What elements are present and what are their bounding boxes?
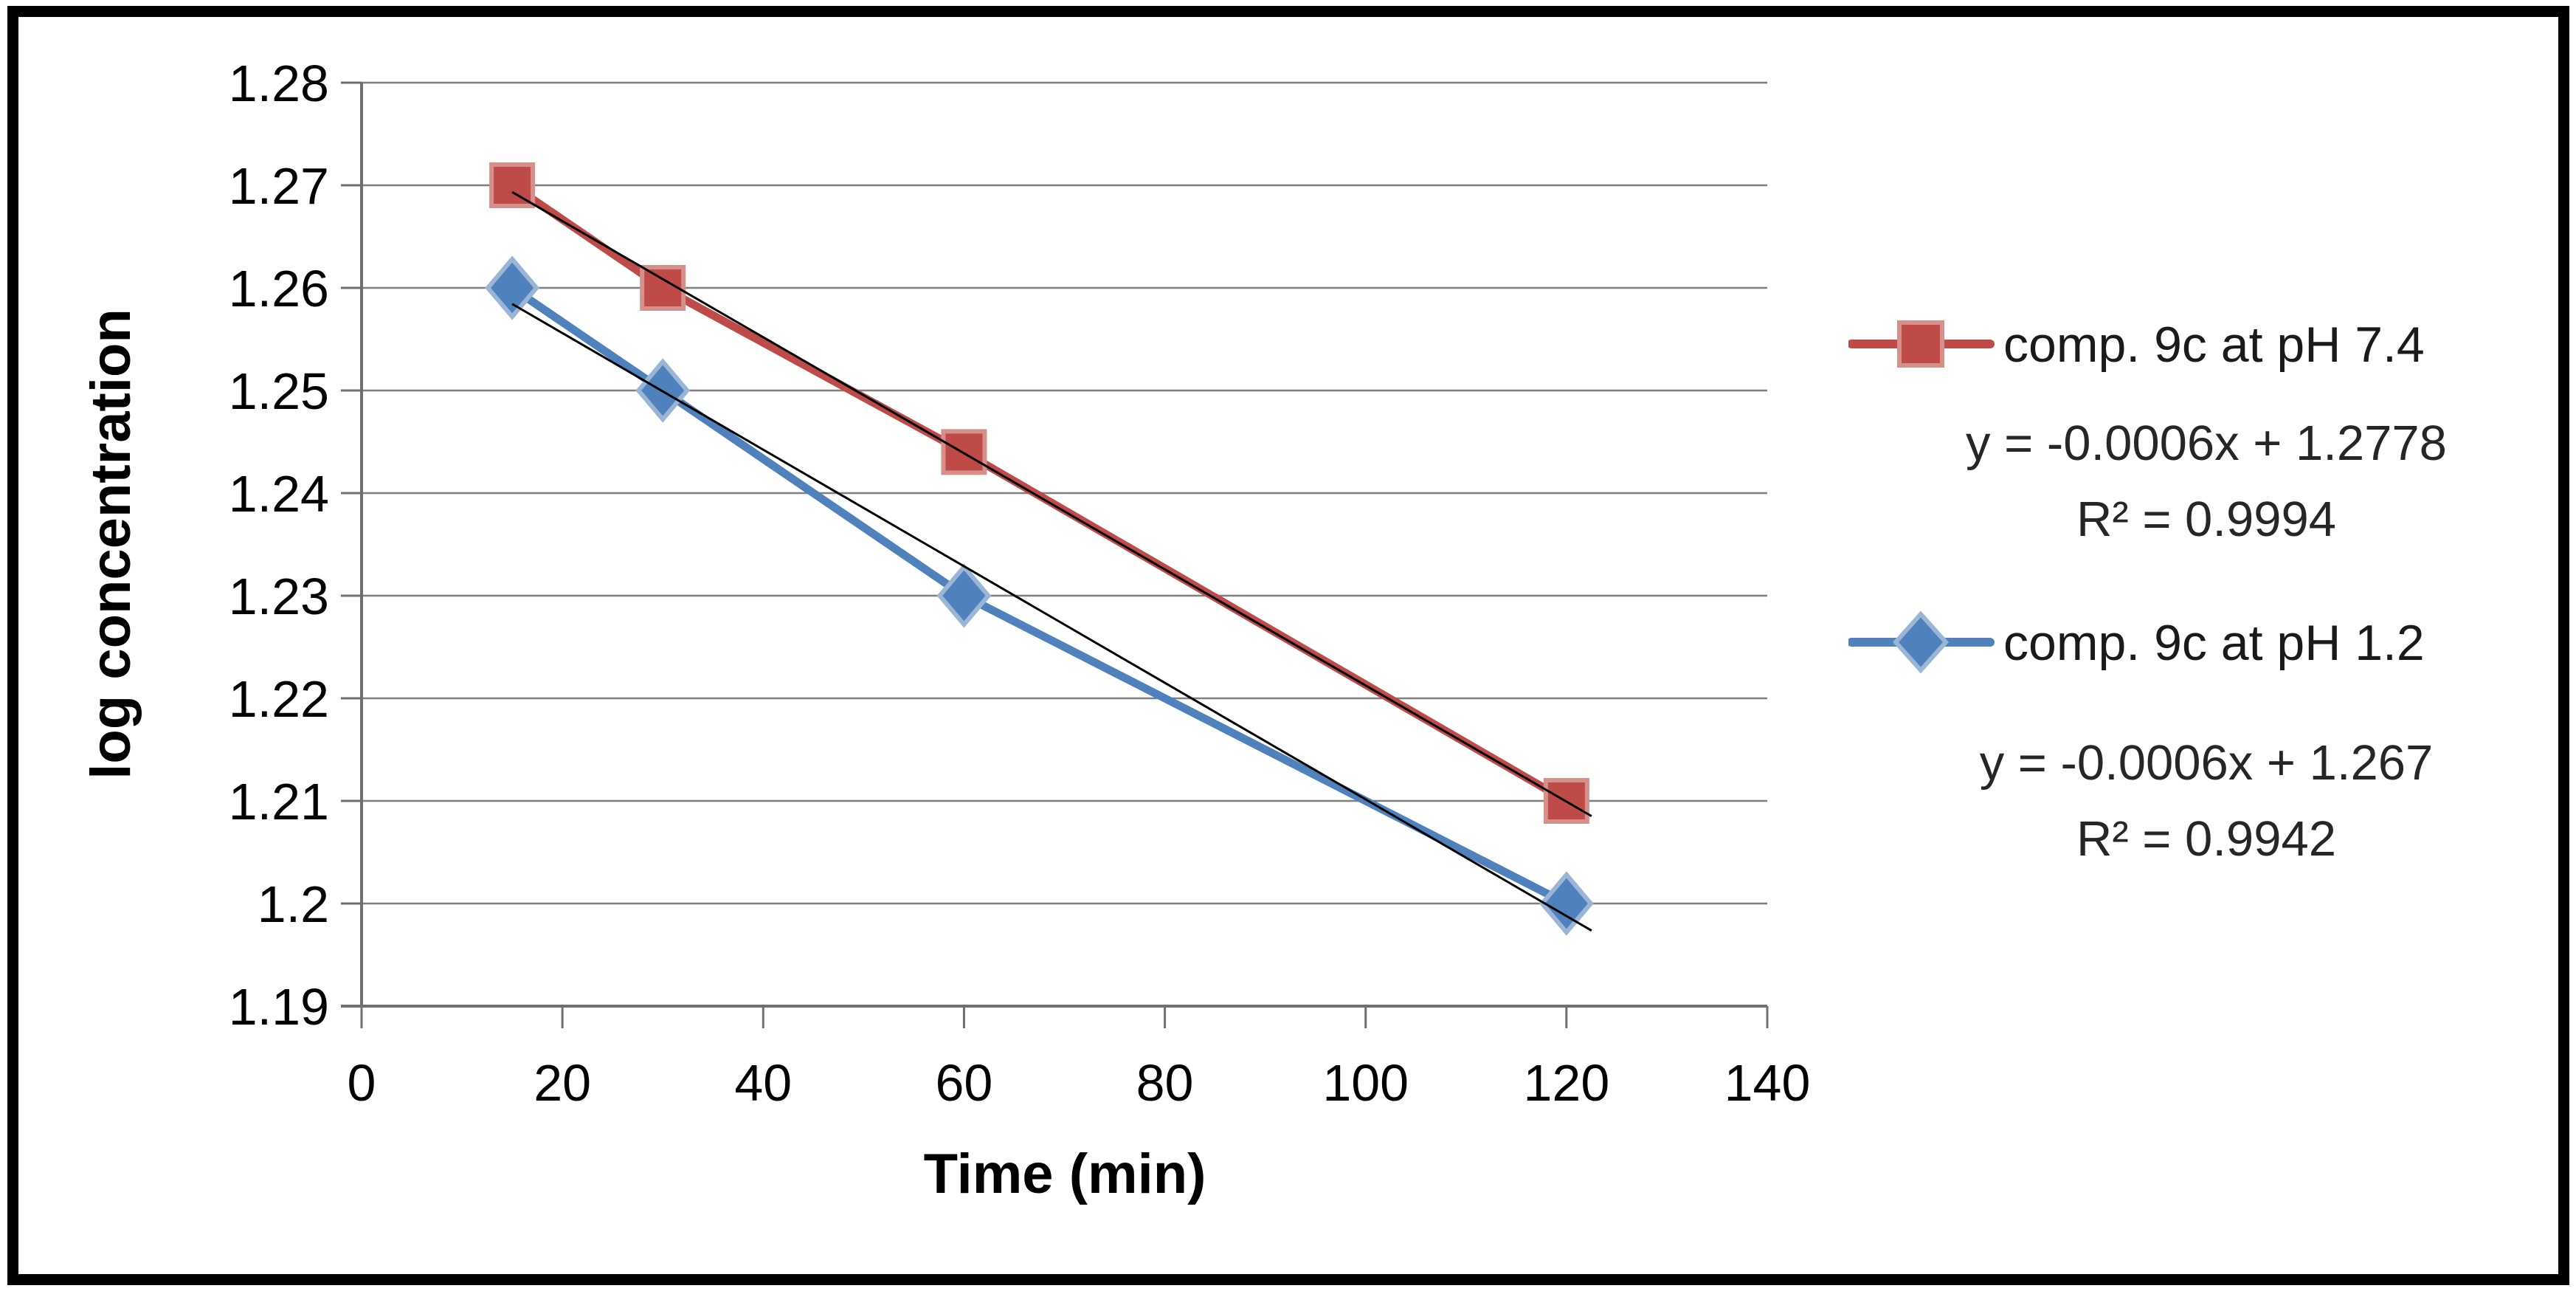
x-tick-label: 80 — [1136, 1054, 1194, 1112]
data-point-marker — [640, 265, 686, 311]
y-tick-label: 1.28 — [229, 55, 329, 112]
r-squared-ph74: R² = 0.9994 — [2076, 492, 2336, 547]
trendline-equation-ph74: y = -0.0006x + 1.2778 — [1966, 416, 2447, 471]
x-tick-label: 20 — [533, 1054, 591, 1112]
data-point-marker — [485, 255, 540, 320]
y-tick-label: 1.2 — [258, 875, 329, 933]
trendline — [511, 190, 1592, 817]
trendline — [511, 303, 1592, 932]
legend-label-ph74: comp. 9c at pH 7.4 — [2003, 316, 2425, 373]
x-tick-label: 40 — [734, 1054, 792, 1112]
data-point-marker — [1892, 610, 1950, 674]
y-tick-label: 1.25 — [229, 362, 329, 420]
y-tick-label: 1.24 — [229, 465, 329, 523]
x-tick-label: 100 — [1322, 1054, 1409, 1112]
r-squared-ph12: R² = 0.9942 — [2076, 811, 2336, 867]
y-tick-label: 1.27 — [229, 157, 329, 215]
data-point-marker — [1897, 320, 1944, 368]
y-tick-label: 1.21 — [229, 773, 329, 830]
data-point-marker — [1539, 871, 1594, 936]
series-line — [508, 283, 1571, 908]
legend-entry-ph74: comp. 9c at pH 7.4 — [1848, 309, 2425, 379]
x-tick-label: 120 — [1523, 1054, 1609, 1112]
x-tick-label: 60 — [935, 1054, 992, 1112]
x-axis-title: Time (min) — [924, 1143, 1206, 1205]
data-point-marker — [936, 563, 992, 628]
y-tick-label: 1.19 — [229, 978, 329, 1036]
x-tick-label: 140 — [1724, 1054, 1811, 1112]
legend-entry-ph12: comp. 9c at pH 1.2 — [1848, 608, 2425, 678]
y-tick-label: 1.26 — [229, 260, 329, 317]
legend-marker-red-square-icon — [1848, 320, 1995, 368]
trendline-equation-block-ph74: y = -0.0006x + 1.2778 R² = 0.9994 — [1966, 405, 2447, 557]
trendline-equation-block-ph12: y = -0.0006x + 1.267 R² = 0.9942 — [1980, 725, 2434, 877]
y-axis-title: log concentration — [80, 309, 142, 780]
y-tick-label: 1.23 — [229, 568, 329, 625]
x-tick-label: 0 — [348, 1054, 376, 1112]
legend-label-ph12: comp. 9c at pH 1.2 — [2003, 614, 2425, 671]
legend-marker-blue-diamond-icon — [1848, 610, 1995, 674]
trendline-equation-ph12: y = -0.0006x + 1.267 — [1979, 735, 2434, 791]
y-tick-label: 1.22 — [229, 670, 329, 728]
